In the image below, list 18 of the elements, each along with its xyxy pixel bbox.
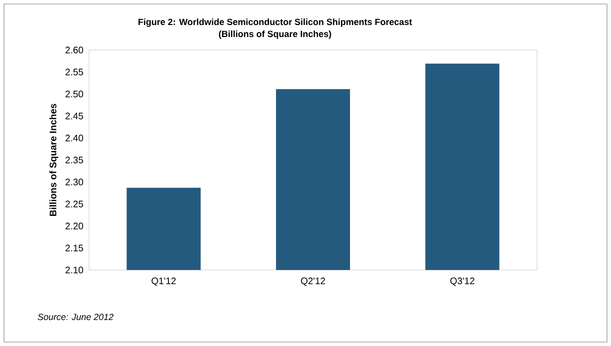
- y-tick-label: 2.55: [66, 68, 84, 76]
- x-tick-label: Q3'12: [450, 278, 474, 286]
- y-tick-label: 2.30: [66, 178, 84, 186]
- y-tick-label: 2.50: [66, 90, 84, 98]
- y-tick-label: 2.10: [66, 266, 84, 274]
- chart-title: Figure 2: Worldwide Semiconductor Silicon Shipments Forecast: [138, 18, 412, 27]
- x-tick-label: Q2'12: [300, 278, 326, 286]
- y-tick-label: 2.40: [66, 134, 84, 142]
- y-tick-label: 2.60: [66, 46, 84, 54]
- y-tick-label: 2.35: [66, 156, 84, 164]
- x-tick-label: Q1'12: [152, 278, 176, 286]
- y-tick-label: 2.45: [66, 112, 84, 120]
- y-tick-label: 2.20: [66, 222, 84, 230]
- y-axis-title: Billions of Square Inches: [49, 104, 58, 216]
- source-note: Source: June 2012: [38, 314, 114, 320]
- chart-subtitle: (Billions of Square Inches): [218, 30, 332, 39]
- y-tick-label: 2.25: [66, 200, 84, 208]
- y-tick-label: 2.15: [66, 244, 84, 252]
